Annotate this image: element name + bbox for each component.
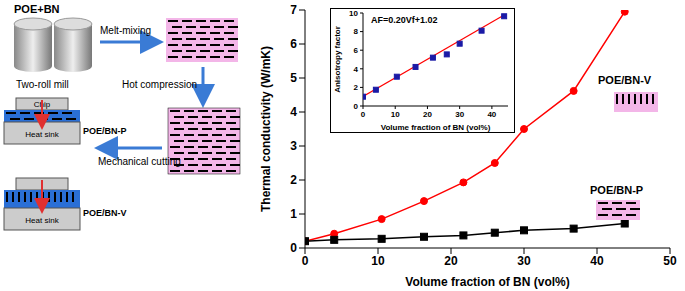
svg-text:POE/BN-V: POE/BN-V bbox=[83, 208, 127, 218]
svg-text:Two-roll mill: Two-roll mill bbox=[16, 79, 69, 90]
svg-text:40: 40 bbox=[590, 254, 604, 268]
svg-text:50: 50 bbox=[663, 254, 677, 268]
svg-text:Volume fraction of BN (vol%): Volume fraction of BN (vol%) bbox=[381, 123, 491, 132]
svg-text:2: 2 bbox=[290, 173, 297, 187]
svg-text:POE+BN: POE+BN bbox=[14, 3, 60, 15]
svg-text:Hot compression: Hot compression bbox=[122, 79, 197, 90]
svg-text:1: 1 bbox=[290, 207, 297, 221]
svg-text:10: 10 bbox=[349, 9, 358, 18]
svg-text:30: 30 bbox=[517, 254, 531, 268]
html-text:AF=0.20Vf+1.02: AF=0.20Vf+1.02 bbox=[371, 15, 438, 25]
svg-text:6: 6 bbox=[290, 37, 297, 51]
html-text:POE/BN-P: POE/BN-P bbox=[590, 184, 644, 196]
svg-text:0: 0 bbox=[361, 110, 366, 119]
svg-text:8: 8 bbox=[354, 27, 359, 36]
svg-text:Volume fraction of BN (vol%): Volume fraction of BN (vol%) bbox=[405, 275, 569, 289]
svg-text:5: 5 bbox=[290, 71, 297, 85]
svg-text:Anisotropy factor: Anisotropy factor bbox=[333, 26, 342, 93]
svg-text:POE/BN-P: POE/BN-P bbox=[83, 126, 127, 136]
svg-text:0: 0 bbox=[354, 102, 359, 111]
svg-text:Melt-mixing: Melt-mixing bbox=[100, 25, 151, 36]
svg-text:2: 2 bbox=[354, 83, 359, 92]
svg-text:7: 7 bbox=[290, 3, 297, 17]
svg-text:6: 6 bbox=[354, 46, 359, 55]
svg-text:0: 0 bbox=[290, 241, 297, 255]
html-text:POE/BN-V: POE/BN-V bbox=[598, 74, 652, 86]
svg-text:40: 40 bbox=[487, 110, 496, 119]
svg-text:30: 30 bbox=[455, 110, 464, 119]
svg-text:20: 20 bbox=[423, 110, 432, 119]
svg-text:4: 4 bbox=[290, 105, 297, 119]
svg-text:Mechanical cutting: Mechanical cutting bbox=[98, 156, 181, 167]
svg-text:Heat sink: Heat sink bbox=[25, 130, 59, 139]
svg-text:10: 10 bbox=[391, 110, 400, 119]
svg-text:Chip: Chip bbox=[33, 100, 51, 109]
svg-text:4: 4 bbox=[354, 65, 359, 74]
svg-text:3: 3 bbox=[290, 139, 297, 153]
svg-text:0: 0 bbox=[302, 254, 309, 268]
svg-text:Heat sink: Heat sink bbox=[25, 216, 59, 225]
svg-text:20: 20 bbox=[444, 254, 458, 268]
svg-text:10: 10 bbox=[371, 254, 385, 268]
svg-text:Thermal conductivity (W/mK): Thermal conductivity (W/mK) bbox=[259, 46, 273, 212]
